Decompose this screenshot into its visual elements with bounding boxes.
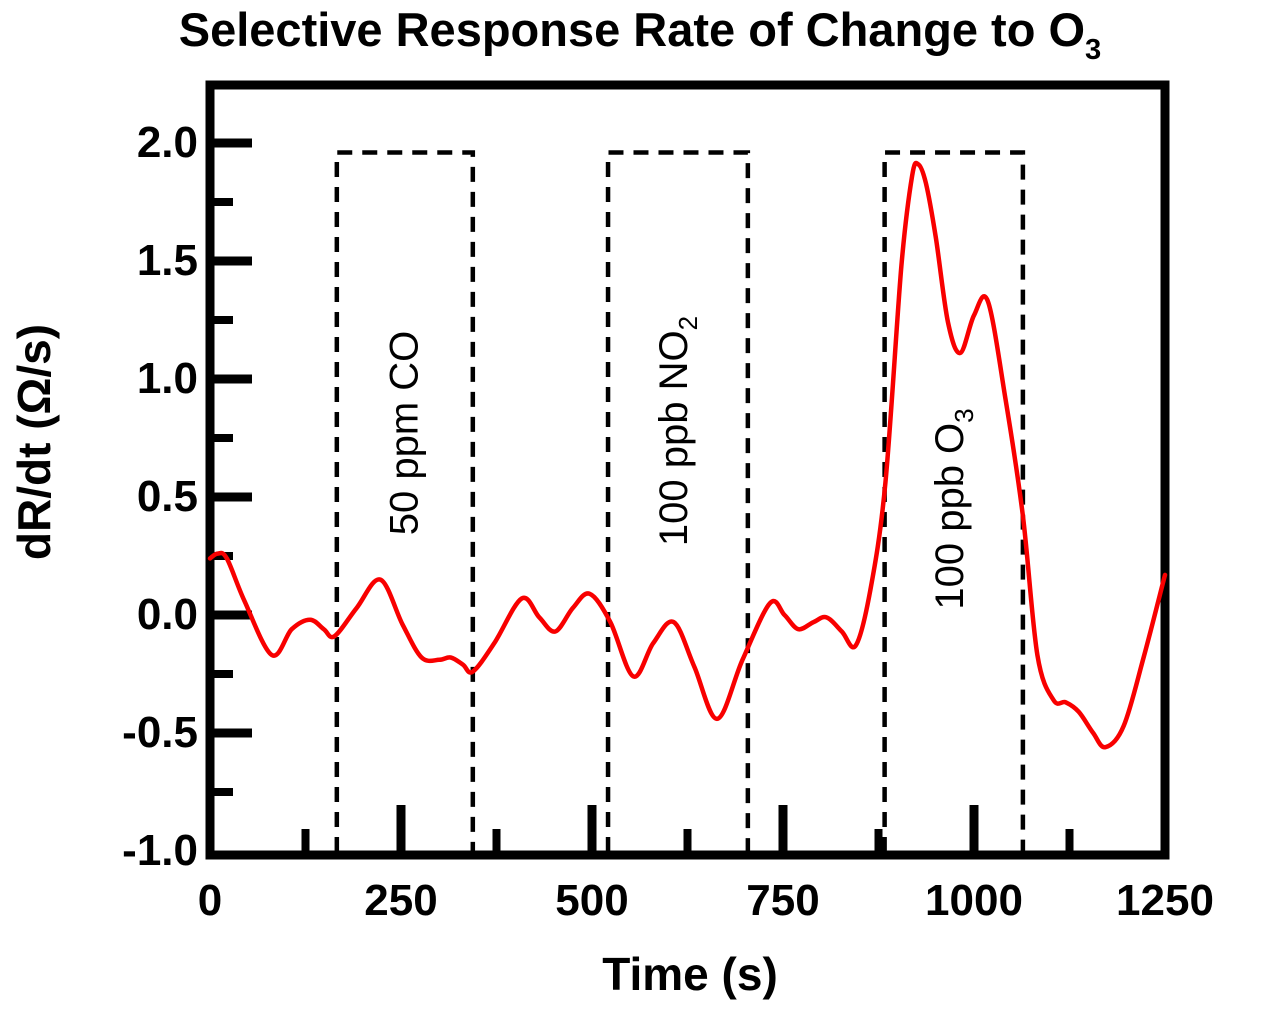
x-axis-label: Time (s) xyxy=(602,948,778,1000)
y-tick-label: 0.5 xyxy=(136,472,198,521)
chart-title-text: Selective Response Rate of Change to O xyxy=(178,3,1086,56)
gas-exposure-label: 50 ppm CO xyxy=(382,331,427,536)
y-tick-label: -0.5 xyxy=(122,708,198,757)
y-tick-label: 2.0 xyxy=(136,118,198,167)
chart-title-subscript: 3 xyxy=(1085,34,1102,67)
x-tick-label: 500 xyxy=(555,876,629,925)
gas-exposure-label-subscript: 3 xyxy=(948,408,979,423)
gas-exposure-label: 100 ppb NO2 xyxy=(652,316,704,546)
gas-exposure-label: 100 ppb O3 xyxy=(928,408,980,609)
gas-exposure-label-text: 100 ppb NO xyxy=(651,330,696,546)
x-tick-label: 1250 xyxy=(1116,876,1214,925)
y-tick-label: 0.0 xyxy=(136,590,198,639)
y-tick-label: 1.0 xyxy=(136,354,198,403)
chart-title: Selective Response Rate of Change to O3 xyxy=(0,2,1280,67)
gas-exposure-label-text: 50 ppm CO xyxy=(382,331,427,536)
y-tick-label: -1.0 xyxy=(122,826,198,875)
x-tick-label: 250 xyxy=(364,876,438,925)
gas-exposure-box xyxy=(334,150,476,852)
gas-exposure-box xyxy=(605,150,751,852)
x-tick-label: 750 xyxy=(746,876,820,925)
x-tick-label: 0 xyxy=(197,876,223,925)
gas-exposure-label-text: 100 ppb O xyxy=(927,422,972,610)
x-tick-label: 1000 xyxy=(925,876,1023,925)
response-curve xyxy=(207,160,1168,750)
y-tick-label: 1.5 xyxy=(136,236,198,285)
gas-exposure-label-subscript: 2 xyxy=(673,315,704,331)
